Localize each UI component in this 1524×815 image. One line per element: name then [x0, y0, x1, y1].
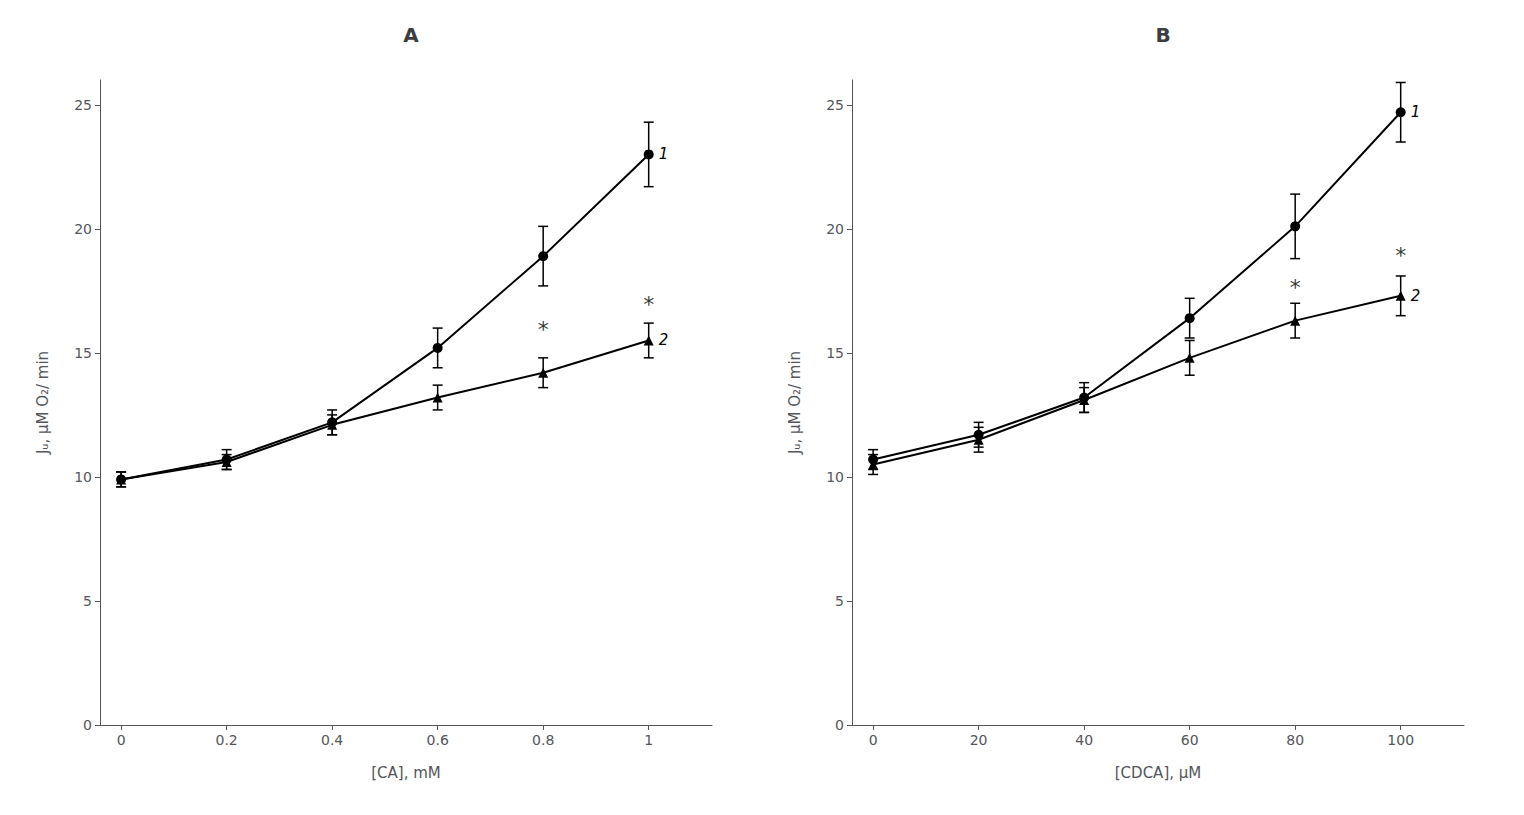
svg-text:*: *	[1395, 243, 1406, 268]
svg-text:Jᵤ, μM O₂/ min: Jᵤ, μM O₂/ min	[786, 351, 804, 455]
svg-text:2: 2	[1411, 287, 1421, 305]
svg-text:0.8: 0.8	[532, 732, 554, 748]
svg-text:5: 5	[83, 593, 92, 609]
svg-text:*: *	[643, 292, 654, 317]
svg-text:20: 20	[970, 732, 988, 748]
svg-text:15: 15	[74, 345, 92, 361]
svg-text:A: A	[403, 23, 419, 47]
svg-text:1: 1	[659, 145, 669, 163]
svg-text:Jᵤ, μM O₂/ min: Jᵤ, μM O₂/ min	[34, 351, 52, 455]
svg-text:100: 100	[1387, 732, 1414, 748]
svg-text:20: 20	[74, 221, 92, 237]
svg-text:10: 10	[74, 469, 92, 485]
svg-text:0.4: 0.4	[321, 732, 343, 748]
svg-text:1: 1	[1411, 103, 1421, 121]
svg-text:15: 15	[826, 345, 844, 361]
svg-text:5: 5	[835, 593, 844, 609]
svg-text:B: B	[1155, 23, 1170, 47]
svg-text:20: 20	[826, 221, 844, 237]
svg-text:60: 60	[1181, 732, 1199, 748]
svg-text:*: *	[1290, 275, 1301, 300]
svg-text:25: 25	[74, 97, 92, 113]
svg-text:0: 0	[83, 717, 92, 733]
svg-text:40: 40	[1075, 732, 1093, 748]
svg-text:0.2: 0.2	[215, 732, 237, 748]
svg-text:0: 0	[835, 717, 844, 733]
svg-text:1: 1	[644, 732, 653, 748]
svg-text:0.6: 0.6	[427, 732, 449, 748]
svg-text:10: 10	[826, 469, 844, 485]
svg-text:0: 0	[869, 732, 878, 748]
svg-text:80: 80	[1286, 732, 1304, 748]
svg-text:0: 0	[117, 732, 126, 748]
svg-text:[CDCA], μM: [CDCA], μM	[1115, 764, 1201, 782]
svg-text:2: 2	[659, 331, 669, 349]
svg-text:*: *	[538, 317, 549, 342]
svg-text:[CA], mM: [CA], mM	[371, 764, 441, 782]
svg-text:25: 25	[826, 97, 844, 113]
